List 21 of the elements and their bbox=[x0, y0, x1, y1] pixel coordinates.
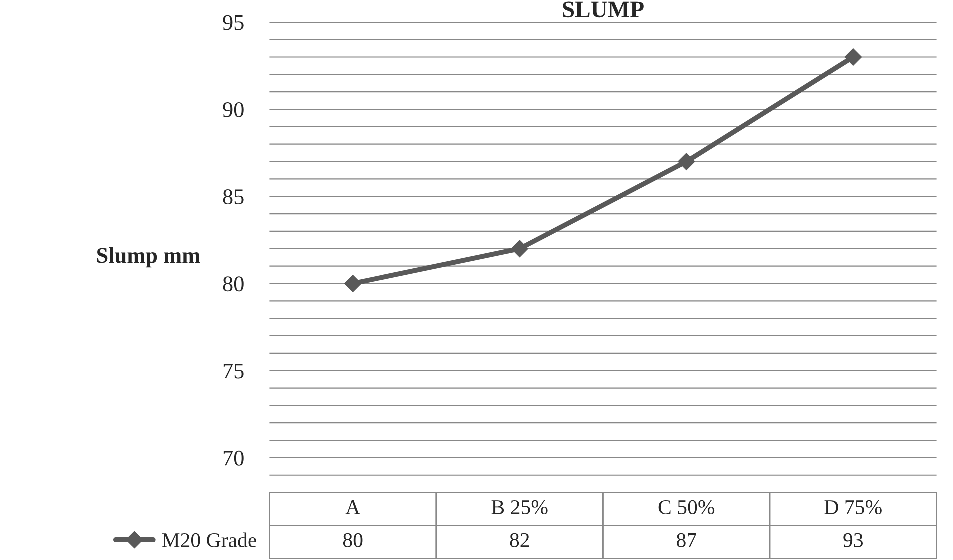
y-tick-label: 80 bbox=[223, 276, 244, 292]
point bbox=[344, 275, 362, 292]
x-tick-label: C 50% bbox=[658, 500, 715, 515]
data-label: 87 bbox=[677, 533, 696, 548]
x-tick-label: D 75% bbox=[824, 500, 882, 515]
y-tick-label: 90 bbox=[223, 102, 244, 118]
chart-title: SLUMP bbox=[563, 2, 644, 18]
y-axis-title: Slump mm bbox=[97, 248, 200, 268]
data-label: 82 bbox=[510, 533, 530, 548]
point bbox=[678, 153, 696, 170]
y-tick-label: 95 bbox=[223, 15, 244, 30]
legend-label: M20 Grade bbox=[162, 532, 256, 548]
y-tick-label: 75 bbox=[224, 364, 244, 379]
y-tick-label: 70 bbox=[224, 450, 244, 466]
x-tick-label: A bbox=[346, 500, 360, 514]
y-tick-label: 85 bbox=[223, 190, 244, 205]
data-label: 80 bbox=[343, 533, 363, 548]
x-tick-label: B 25% bbox=[492, 500, 548, 515]
point bbox=[844, 48, 862, 66]
data-label: 93 bbox=[844, 533, 864, 548]
point bbox=[511, 240, 528, 258]
